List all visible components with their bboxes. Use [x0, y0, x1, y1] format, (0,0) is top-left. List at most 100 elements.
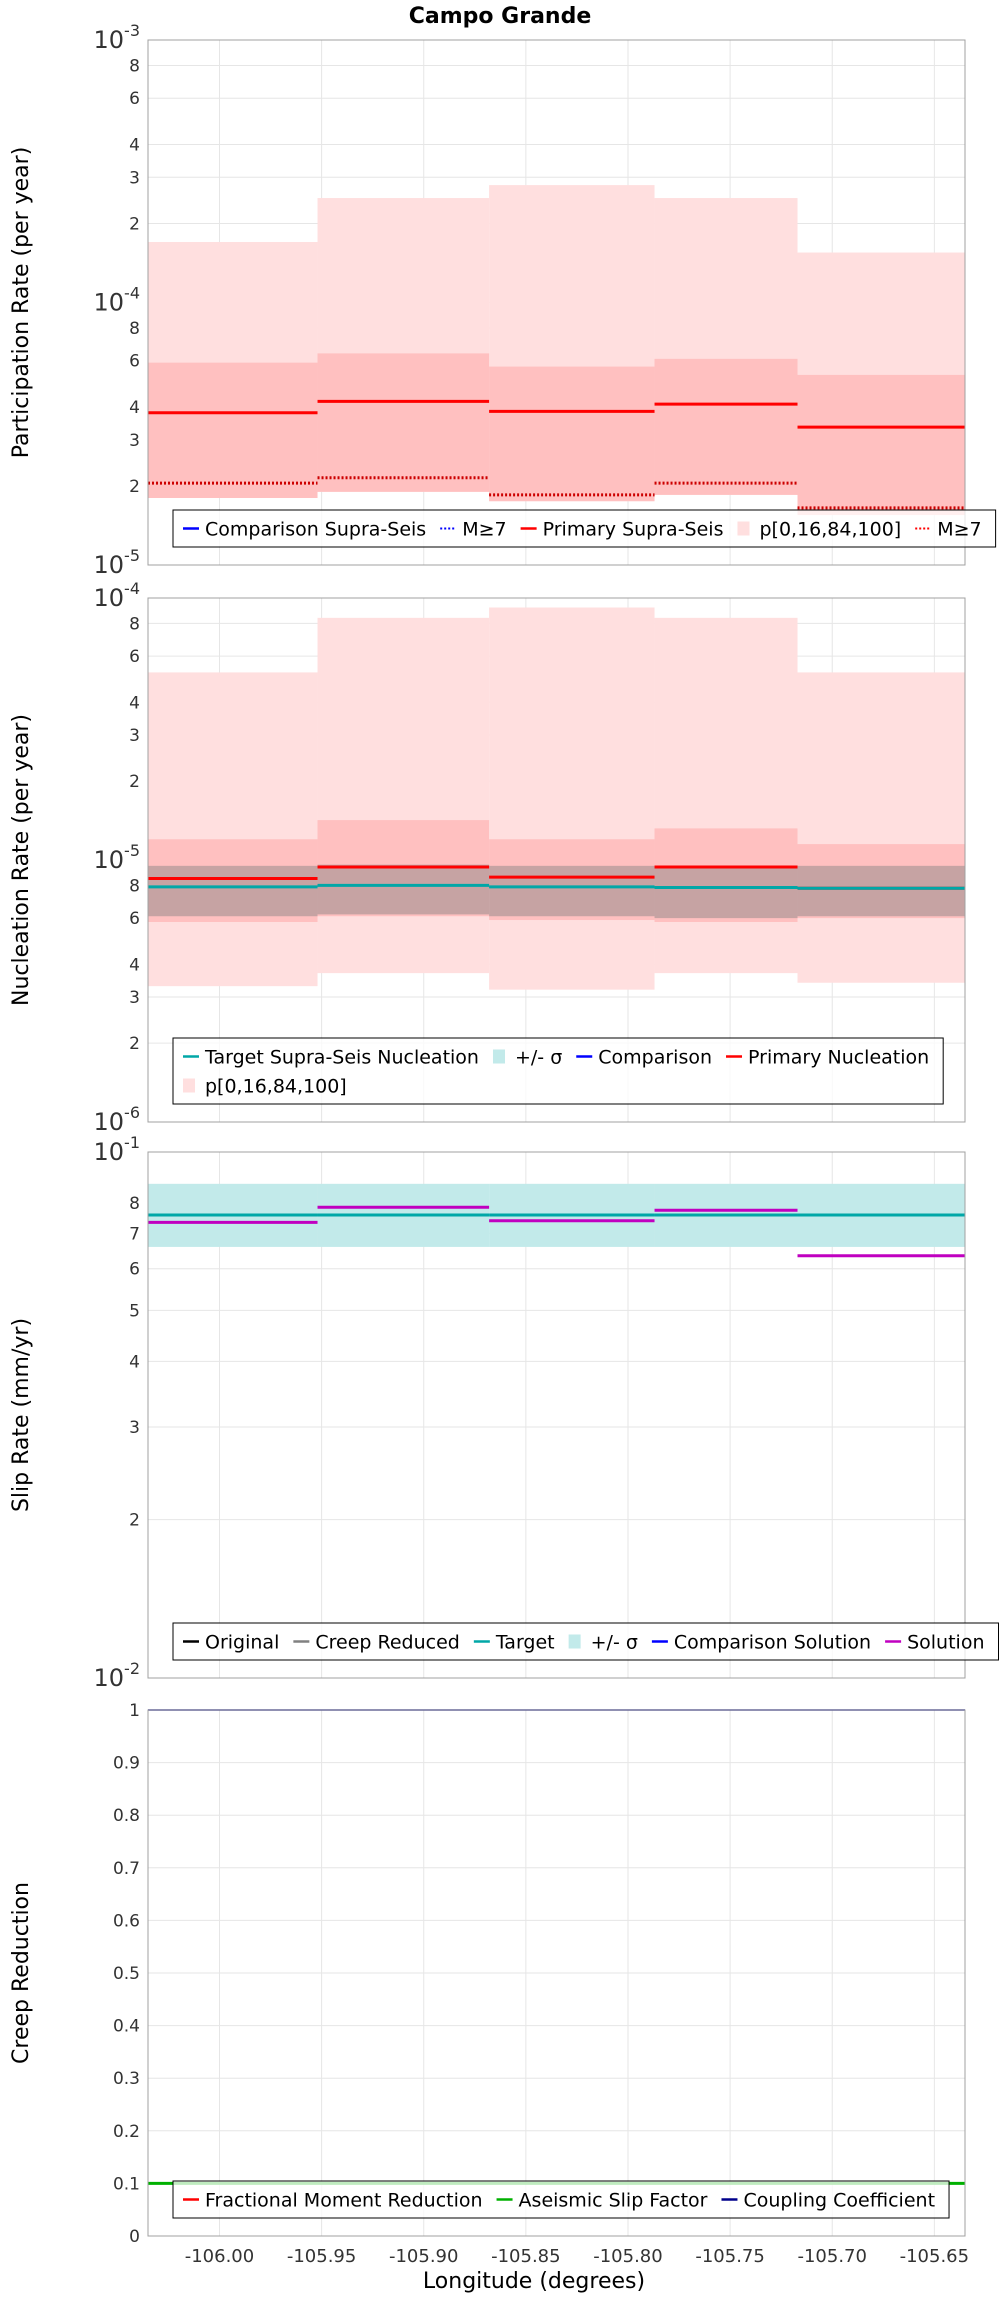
legend-label: Coupling Coefficient: [743, 2190, 935, 2212]
y-tick-label: 0: [129, 2227, 140, 2247]
y-axis-label: Nucleation Rate (per year): [9, 714, 34, 1006]
y-tick-label: 3: [129, 726, 140, 746]
y-tick-label: 3: [129, 431, 140, 451]
x-tick-label: -105.70: [797, 2246, 866, 2267]
y-tick-label: 8: [129, 614, 140, 634]
legend-item: Primary Nucleation: [726, 1047, 929, 1069]
y-tick-label: 6: [129, 89, 140, 109]
plot-frame: [147, 39, 966, 566]
legend-label: Comparison: [598, 1047, 712, 1069]
y-tick-label: 2: [129, 477, 140, 497]
y-tick-label: 7: [129, 1224, 140, 1244]
legend-item: Fractional Moment Reduction: [183, 2190, 483, 2212]
band-segment: [654, 828, 798, 922]
legend-item: Aseismic Slip Factor: [496, 2190, 708, 2212]
legend-item: M≥7: [915, 519, 982, 541]
y-tick-label: 0.7: [113, 1859, 140, 1879]
legend-label: p[0,16,84,100]: [205, 1076, 347, 1098]
y-tick-label: 0.4: [113, 2017, 140, 2037]
legend-item: Comparison Solution: [651, 1632, 871, 1654]
band-segment: [797, 672, 965, 983]
band-segment: [489, 839, 655, 921]
legend-label: Aseismic Slip Factor: [519, 2190, 708, 2212]
series-band_outer: [148, 607, 965, 990]
series-band_inner: [148, 353, 965, 516]
y-tick-label: 0.3: [113, 2069, 140, 2089]
y-tick-label: 4: [129, 398, 140, 418]
legend-box: [172, 1622, 999, 1661]
y-tick-label: 10-2: [94, 1659, 141, 1692]
legend-label: Comparison Solution: [674, 1632, 871, 1654]
legend-item: Comparison Supra-Seis: [183, 519, 426, 541]
y-tick-label: 4: [129, 135, 140, 155]
x-tick-label: -105.95: [287, 2246, 356, 2267]
y-tick-label: 8: [129, 319, 140, 339]
legend-label: Target: [495, 1632, 555, 1654]
band-segment: [654, 867, 798, 919]
y-tick-label: 6: [129, 647, 140, 667]
plot-frame: [147, 1151, 966, 1679]
y-axis-label: Creep Reduction: [9, 1882, 34, 2064]
legend-label: Solution: [907, 1632, 984, 1654]
y-tick-label: 6: [129, 1260, 140, 1280]
legend-item: +/- σ: [568, 1632, 638, 1654]
series-step: [148, 883, 965, 890]
legend: Target Supra-Seis Nucleation +/- σ Compari…: [172, 1037, 944, 1105]
band-segment: [797, 374, 965, 516]
legend-label: +/- σ: [591, 1632, 638, 1654]
legend-item: Comparison: [576, 1047, 712, 1069]
y-tick-label: 2: [129, 772, 140, 792]
legend: Fractional Moment Reduction Aseismic Slip…: [172, 2180, 950, 2219]
legend-box: [172, 2180, 950, 2219]
y-tick-label: 0.2: [113, 2122, 140, 2142]
y-tick-label: 3: [129, 168, 140, 188]
legend: Comparison Supra-Seis M≥7 Primary Supra-Se…: [172, 509, 997, 548]
legend-label: Original: [205, 1632, 279, 1654]
y-axis-label: Slip Rate (mm/yr): [9, 1318, 34, 1512]
legend-item: Original: [183, 1632, 279, 1654]
y-tick-label: 0.1: [113, 2174, 140, 2194]
legend-label: Comparison Supra-Seis: [205, 519, 426, 541]
y-tick-label: 0.9: [113, 1754, 140, 1774]
legend-label: Primary Supra-Seis: [543, 519, 724, 541]
legend-label: Creep Reduced: [315, 1632, 459, 1654]
legend-label: M≥7: [937, 519, 981, 541]
x-tick-label: -106.00: [185, 2246, 254, 2267]
y-tick-label: 3: [129, 988, 140, 1008]
y-tick-label: 2: [129, 1511, 140, 1531]
legend-item: Solution: [885, 1632, 985, 1654]
y-tick-label: 5: [129, 1301, 140, 1321]
legend-label: Target Supra-Seis Nucleation: [204, 1047, 479, 1069]
legend-swatch: [492, 1049, 505, 1064]
x-tick-label: -105.90: [389, 2246, 458, 2267]
y-tick-label: 10-4: [94, 284, 141, 317]
legend-label: M≥7: [462, 519, 506, 541]
chart-panel-3: 10-2 2 3 4 5 6 7 8 10-1 Slip Rate (mm/yr) Original…: [9, 1133, 999, 1692]
y-tick-label: 1: [129, 1701, 140, 1721]
band-segment: [148, 672, 318, 987]
y-tick-label: 4: [129, 1352, 140, 1372]
series-step_dotted: [148, 476, 965, 510]
y-tick-label: 0.8: [113, 1806, 140, 1826]
legend-item: M≥7: [440, 519, 507, 541]
legend-swatch: [183, 1078, 195, 1093]
plot-frame: [147, 597, 966, 1123]
y-axis-label: Participation Rate (per year): [9, 147, 34, 459]
y-tick-label: 10-4: [94, 579, 141, 612]
legend-item: p[0,16,84,100]: [183, 1076, 347, 1098]
y-tick-label: 10-1: [94, 1133, 141, 1166]
chart-panel-4: 0 0.1 0.2 0.3 0.4 0.5 0.6 0.7 0.8 0.9 1 Creep Reduc…: [9, 1701, 969, 2267]
y-tick-label: 0.5: [113, 1964, 140, 1984]
y-tick-label: 6: [129, 909, 140, 929]
legend-item: Target: [473, 1632, 555, 1654]
y-tick-label: 2: [129, 1034, 140, 1054]
legend-item: Target Supra-Seis Nucleation: [183, 1047, 479, 1069]
y-tick-label: 4: [129, 693, 140, 713]
series-band_gray: [148, 864, 965, 919]
y-tick-label: 10-5: [94, 841, 141, 874]
y-tick-label: 6: [129, 352, 140, 372]
legend-swatch: [568, 1634, 581, 1649]
legend-label: +/- σ: [515, 1047, 562, 1069]
